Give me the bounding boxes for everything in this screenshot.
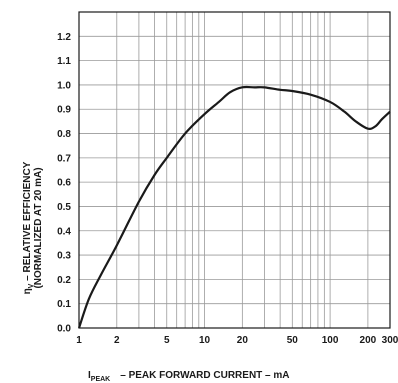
svg-text:ηV – RELATIVE EFFICIENCY: ηV – RELATIVE EFFICIENCY <box>22 161 35 294</box>
grid-lines <box>79 12 390 328</box>
y-tick-label: 0.6 <box>57 178 71 189</box>
y-tick-label: 1.0 <box>57 80 71 91</box>
x-axis-label-main: I <box>88 370 91 381</box>
x-tick-label: 200 <box>360 335 377 346</box>
series <box>77 85 391 329</box>
y-axis-label: ηV – RELATIVE EFFICIENCY (NORMALIZED AT … <box>22 161 44 294</box>
y-tick-label: 1.2 <box>57 32 71 43</box>
x-axis-label-sub: PEAK <box>91 376 110 383</box>
x-tick-label: 5 <box>164 335 170 346</box>
efficiency-curve <box>77 85 391 329</box>
x-tick-label: 50 <box>287 335 299 346</box>
y-tick-label: 0.7 <box>57 153 71 164</box>
x-tick-label: 20 <box>237 335 249 346</box>
y-tick-label: 0.1 <box>57 299 71 310</box>
x-tick-label: 1 <box>76 335 82 346</box>
y-axis-label-rest: – RELATIVE EFFICIENCY <box>22 161 33 283</box>
y-tick-label: 0.0 <box>57 324 71 335</box>
y-tick-label: 0.5 <box>57 202 71 213</box>
x-tick-label: 10 <box>199 335 211 346</box>
x-axis-label: IPEAK – PEAK FORWARD CURRENT – mA <box>88 370 290 383</box>
y-axis-label-sub: V <box>28 283 35 288</box>
y-axis-label-main: η <box>22 288 33 294</box>
x-tick-label: 100 <box>322 335 339 346</box>
plot-frame <box>78 11 391 329</box>
x-tick-label: 300 <box>382 335 398 346</box>
y-tick-label: 0.3 <box>57 251 71 262</box>
x-tick-label: 2 <box>114 335 120 346</box>
y-tick-label: 1.1 <box>57 56 71 67</box>
tick-labels: 1 2 5 10 20 50 100 200 300 0.0 0.1 0.2 0.3 0.4 0.5 0.6 0… <box>57 32 398 346</box>
y-tick-label: 0.4 <box>57 226 71 237</box>
y-tick-label: 0.2 <box>57 275 71 286</box>
y-axis-label-line2: (NORMALIZED AT 20 mA) <box>33 167 44 288</box>
y-tick-label: 0.9 <box>57 105 71 116</box>
y-tick-label: 0.8 <box>57 129 71 140</box>
x-axis-label-rest: – PEAK FORWARD CURRENT – mA <box>120 370 289 381</box>
